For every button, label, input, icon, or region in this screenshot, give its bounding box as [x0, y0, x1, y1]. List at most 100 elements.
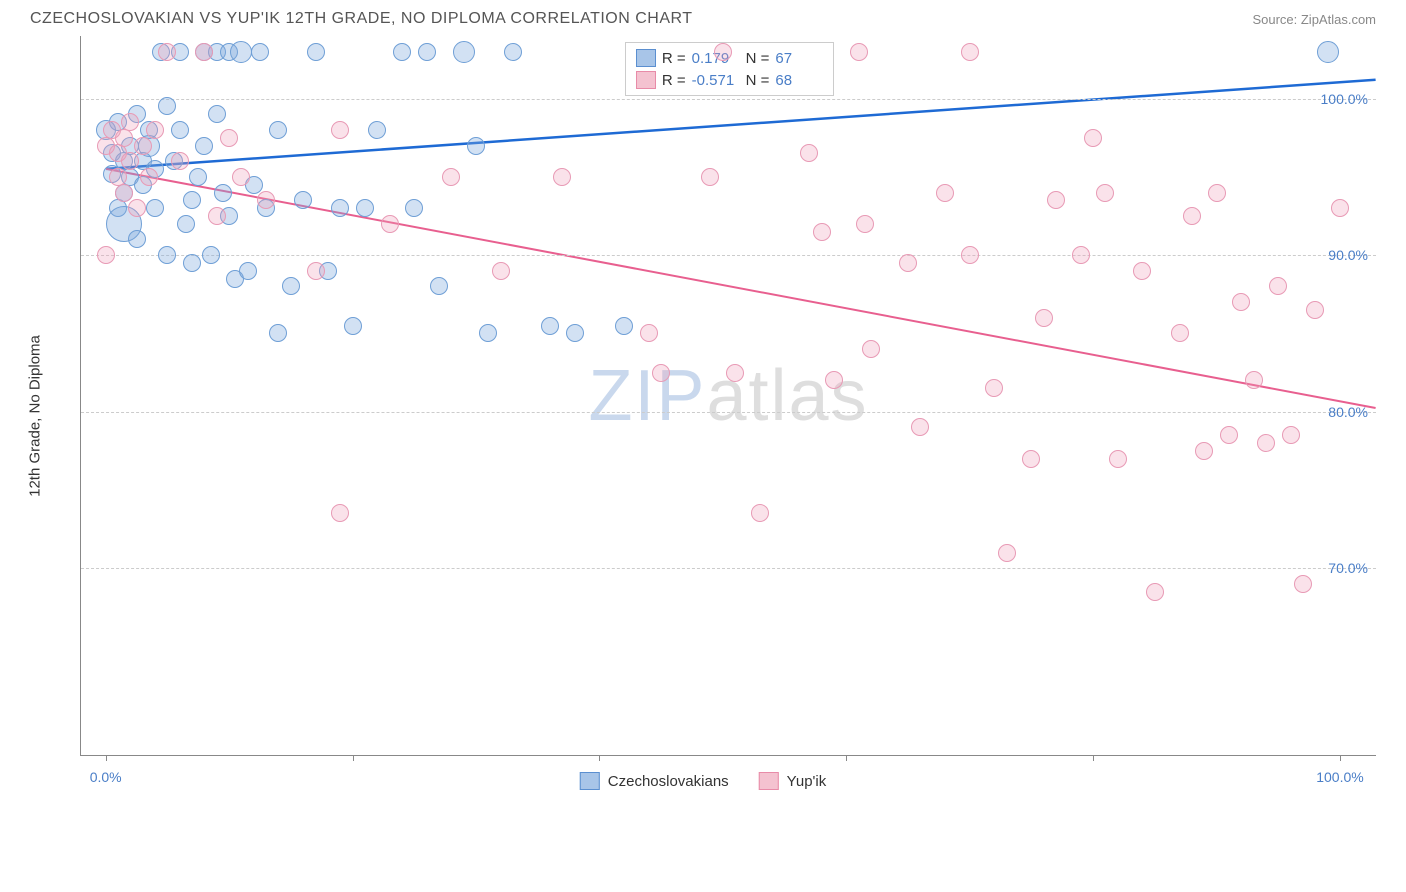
scatter-point: [1035, 309, 1053, 327]
scatter-point: [800, 144, 818, 162]
scatter-point: [307, 262, 325, 280]
scatter-point: [158, 246, 176, 264]
x-tick: [106, 755, 107, 761]
scatter-point: [504, 43, 522, 61]
scatter-point: [856, 215, 874, 233]
scatter-point: [1282, 426, 1300, 444]
scatter-point: [331, 199, 349, 217]
scatter-point: [257, 191, 275, 209]
gridline-h: [81, 412, 1376, 413]
scatter-point: [479, 324, 497, 342]
scatter-point: [1220, 426, 1238, 444]
r-label: R =: [662, 50, 686, 67]
scatter-point: [208, 207, 226, 225]
scatter-point: [202, 246, 220, 264]
scatter-point: [121, 152, 139, 170]
y-tick-label: 100.0%: [1321, 91, 1368, 107]
scatter-point: [356, 199, 374, 217]
scatter-point: [1072, 246, 1090, 264]
scatter-point: [1171, 324, 1189, 342]
scatter-point: [214, 184, 232, 202]
x-tick: [353, 755, 354, 761]
gridline-h: [81, 99, 1376, 100]
scatter-point: [961, 43, 979, 61]
legend-label-2: Yup'ik: [787, 773, 827, 790]
scatter-point: [1096, 184, 1114, 202]
scatter-point: [1306, 301, 1324, 319]
gridline-h: [81, 255, 1376, 256]
scatter-point: [1195, 442, 1213, 460]
gridline-h: [81, 568, 1376, 569]
legend-swatch-2: [759, 772, 779, 790]
scatter-point: [269, 121, 287, 139]
scatter-point: [282, 277, 300, 295]
scatter-point: [1317, 41, 1339, 63]
chart-title: CZECHOSLOVAKIAN VS YUP'IK 12TH GRADE, NO…: [30, 10, 693, 28]
legend-label-1: Czechoslovakians: [608, 773, 729, 790]
chart-source: Source: ZipAtlas.com: [1252, 12, 1376, 27]
x-tick-label: 100.0%: [1316, 769, 1363, 785]
scatter-point: [998, 544, 1016, 562]
stats-row-2: R = -0.571 N = 68: [636, 69, 824, 91]
trend-lines-svg: [81, 36, 1376, 755]
scatter-point: [492, 262, 510, 280]
scatter-point: [1257, 434, 1275, 452]
scatter-point: [652, 364, 670, 382]
scatter-point: [911, 418, 929, 436]
scatter-point: [177, 215, 195, 233]
scatter-point: [442, 168, 460, 186]
scatter-point: [418, 43, 436, 61]
scatter-point: [1047, 191, 1065, 209]
n-value-1: 67: [775, 50, 823, 67]
scatter-point: [158, 43, 176, 61]
scatter-point: [134, 137, 152, 155]
scatter-point: [344, 317, 362, 335]
scatter-point: [368, 121, 386, 139]
y-tick-label: 80.0%: [1328, 404, 1368, 420]
y-tick-label: 70.0%: [1328, 560, 1368, 576]
legend-swatch-1: [580, 772, 600, 790]
scatter-point: [294, 191, 312, 209]
scatter-point: [553, 168, 571, 186]
swatch-series1: [636, 49, 656, 67]
scatter-point: [331, 504, 349, 522]
scatter-point: [467, 137, 485, 155]
scatter-point: [115, 184, 133, 202]
scatter-point: [813, 223, 831, 241]
legend-item-2: Yup'ik: [759, 772, 827, 790]
scatter-point: [1331, 199, 1349, 217]
scatter-point: [115, 129, 133, 147]
n-value-2: 68: [775, 72, 823, 89]
scatter-point: [936, 184, 954, 202]
scatter-point: [714, 43, 732, 61]
scatter-point: [453, 41, 475, 63]
scatter-point: [1146, 583, 1164, 601]
scatter-point: [701, 168, 719, 186]
r-label: R =: [662, 72, 686, 89]
scatter-point: [208, 105, 226, 123]
scatter-point: [230, 41, 252, 63]
scatter-point: [269, 324, 287, 342]
chart-header: CZECHOSLOVAKIAN VS YUP'IK 12TH GRADE, NO…: [0, 0, 1406, 36]
x-tick: [1093, 755, 1094, 761]
x-tick: [1340, 755, 1341, 761]
scatter-point: [195, 43, 213, 61]
scatter-point: [751, 504, 769, 522]
scatter-point: [381, 215, 399, 233]
scatter-point: [430, 277, 448, 295]
y-tick-label: 90.0%: [1328, 247, 1368, 263]
scatter-point: [1133, 262, 1151, 280]
plot-area: ZIPatlas R = 0.179 N = 67 R = -0.571 N =…: [80, 36, 1376, 756]
scatter-point: [220, 129, 238, 147]
x-tick-label: 0.0%: [90, 769, 122, 785]
scatter-point: [307, 43, 325, 61]
n-label: N =: [746, 72, 770, 89]
scatter-point: [121, 113, 139, 131]
swatch-series2: [636, 71, 656, 89]
scatter-point: [726, 364, 744, 382]
scatter-point: [1294, 575, 1312, 593]
scatter-point: [195, 137, 213, 155]
scatter-point: [961, 246, 979, 264]
watermark-part1: ZIP: [588, 356, 706, 436]
scatter-point: [405, 199, 423, 217]
